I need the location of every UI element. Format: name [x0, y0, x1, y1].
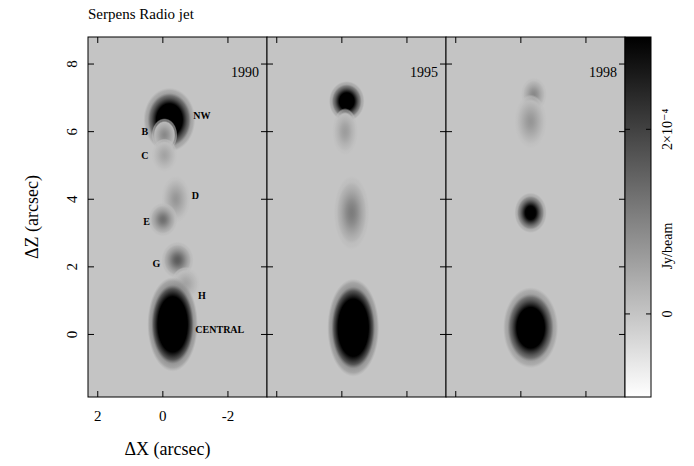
- y-axis-title: ΔZ (arcsec): [22, 175, 43, 259]
- colorbar-tick: [646, 129, 651, 130]
- colorbar-label: Jy/beam: [660, 223, 675, 270]
- y-tick: [440, 64, 446, 65]
- y-tick: [267, 266, 273, 267]
- x-tick: [341, 37, 342, 43]
- colorbar: [625, 37, 651, 397]
- y-tick-label: 4: [64, 195, 80, 203]
- x-tick: [162, 37, 163, 43]
- y-tick-label: 2: [64, 263, 80, 271]
- source-label: C: [141, 150, 148, 161]
- panel-frame: [88, 37, 267, 397]
- x-tick: [227, 391, 228, 397]
- radio-source: [334, 176, 370, 250]
- y-tick-label: 0: [64, 331, 80, 339]
- y-tick: [88, 266, 94, 267]
- radio-source: [332, 108, 358, 155]
- x-tick: [406, 37, 407, 43]
- radio-source: [514, 192, 547, 233]
- source-label: NW: [193, 110, 210, 121]
- x-tick: [276, 37, 277, 43]
- x-tick: [585, 37, 586, 43]
- y-tick: [446, 64, 452, 65]
- panel-frame: [267, 37, 446, 397]
- y-tick: [440, 334, 446, 335]
- x-tick-label: -2: [222, 408, 235, 424]
- y-tick: [619, 131, 625, 132]
- y-tick: [261, 131, 267, 132]
- background: [267, 37, 446, 397]
- colorbar-tick: [646, 313, 651, 314]
- x-tick: [97, 37, 98, 43]
- y-tick: [440, 131, 446, 132]
- y-tick: [267, 131, 273, 132]
- background: [88, 37, 267, 397]
- y-tick: [261, 64, 267, 65]
- x-tick: [341, 391, 342, 397]
- source-label: E: [143, 216, 150, 227]
- colorbar-tick-label: 0: [660, 310, 675, 317]
- colorbar-tick: [625, 313, 630, 314]
- y-tick: [619, 266, 625, 267]
- y-tick-label: 6: [64, 127, 80, 135]
- y-tick: [88, 64, 94, 65]
- y-tick: [446, 199, 452, 200]
- source-label: CENTRAL: [195, 324, 244, 335]
- y-tick: [619, 199, 625, 200]
- y-tick: [261, 334, 267, 335]
- radio-source: [151, 138, 177, 172]
- panel-image: [446, 37, 625, 397]
- x-axis-title: ΔX (arcsec): [124, 439, 210, 460]
- radio-source: [514, 94, 547, 148]
- panel-image: [88, 37, 267, 397]
- radio-source: [327, 279, 379, 377]
- x-tick: [97, 391, 98, 397]
- source-label: B: [142, 126, 149, 137]
- source-label: D: [192, 190, 199, 201]
- y-tick: [261, 266, 267, 267]
- panel-title: 1998: [589, 65, 617, 80]
- y-tick: [261, 199, 267, 200]
- radio-source: [503, 287, 558, 368]
- y-tick: [88, 199, 94, 200]
- y-tick: [446, 266, 452, 267]
- background: [446, 37, 625, 397]
- x-tick: [520, 391, 521, 397]
- y-tick: [619, 64, 625, 65]
- x-tick-label: 2: [94, 408, 102, 424]
- x-tick: [276, 391, 277, 397]
- y-tick-label: 8: [64, 60, 80, 68]
- y-tick: [440, 266, 446, 267]
- x-tick-label: 0: [159, 408, 167, 424]
- colorbar-tick: [625, 129, 630, 130]
- x-tick: [520, 37, 521, 43]
- y-tick: [619, 334, 625, 335]
- x-tick: [585, 391, 586, 397]
- y-tick: [267, 64, 273, 65]
- y-tick: [446, 131, 452, 132]
- y-tick: [440, 199, 446, 200]
- y-tick: [88, 334, 94, 335]
- source-label: G: [152, 258, 160, 269]
- y-tick: [267, 334, 273, 335]
- x-tick: [227, 37, 228, 43]
- x-tick: [162, 391, 163, 397]
- x-tick: [406, 391, 407, 397]
- source-label: H: [198, 290, 206, 301]
- panel-title: 1990: [231, 65, 259, 80]
- title: Serpens Radio jet: [88, 6, 195, 22]
- radio-source: [148, 203, 177, 237]
- y-tick: [88, 131, 94, 132]
- y-tick: [267, 199, 273, 200]
- panel-title: 1995: [410, 65, 438, 80]
- y-tick: [446, 334, 452, 335]
- panel-image: [267, 37, 446, 397]
- x-tick: [455, 37, 456, 43]
- colorbar-tick-label: 2×10⁻⁴: [660, 109, 675, 150]
- radio-source: [147, 277, 198, 372]
- figure: Serpens Radio jet 2 0 -2 0 2 4 6 8 1990 NW B C D E G H CE…: [0, 0, 694, 466]
- panel-frame: [446, 37, 625, 397]
- x-tick: [455, 391, 456, 397]
